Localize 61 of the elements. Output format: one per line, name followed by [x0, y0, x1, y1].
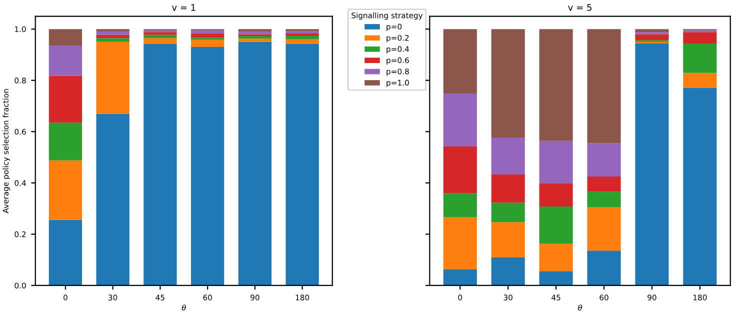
- bar: [48, 220, 82, 286]
- bar: [635, 34, 669, 40]
- bar: [443, 193, 477, 218]
- bar: [96, 42, 130, 114]
- bar: [144, 34, 177, 38]
- chart-title: v = 1: [172, 4, 196, 11]
- bar: [683, 32, 717, 44]
- bar: [443, 29, 477, 94]
- bar: [587, 192, 621, 208]
- bar: [286, 44, 319, 286]
- chart-title: v = 5: [568, 4, 592, 11]
- bar: [683, 88, 717, 286]
- bar: [286, 39, 319, 44]
- bar: [587, 176, 621, 192]
- bar: [286, 33, 319, 36]
- bar: [96, 32, 130, 35]
- bar: [144, 32, 177, 35]
- bar: [190, 40, 224, 48]
- bar: [286, 36, 319, 40]
- bar: [443, 93, 477, 147]
- bar: [491, 138, 525, 174]
- bar: [491, 29, 525, 138]
- bar: [48, 122, 82, 160]
- bar: [539, 140, 573, 184]
- bar: [539, 244, 573, 272]
- bar: [683, 72, 717, 88]
- bar: [190, 47, 224, 286]
- bar: [96, 29, 130, 32]
- bar: [539, 29, 573, 141]
- bar: [539, 271, 573, 286]
- bar: [587, 143, 621, 176]
- bar: [144, 38, 177, 44]
- bar: [238, 42, 272, 286]
- bar: [443, 146, 477, 194]
- bar: [491, 174, 525, 203]
- bar: [443, 217, 477, 270]
- bar: [587, 29, 621, 144]
- bar: [238, 29, 272, 32]
- bar: [587, 250, 621, 286]
- bar: [683, 43, 717, 73]
- bar: [48, 160, 82, 220]
- bar: [539, 206, 573, 244]
- bar: [190, 33, 224, 38]
- bar: [48, 76, 82, 123]
- bar: [491, 258, 525, 286]
- bar: [539, 183, 573, 206]
- bar: [491, 202, 525, 222]
- bar: [443, 270, 477, 286]
- bar: [238, 36, 272, 39]
- bar: [96, 34, 130, 38]
- bar: [96, 38, 130, 42]
- bar: [491, 222, 525, 258]
- bar: [48, 46, 82, 76]
- bar: [587, 207, 621, 251]
- bar: [96, 114, 130, 286]
- bar: [635, 29, 669, 32]
- bar: [48, 29, 82, 46]
- bar: [238, 32, 272, 34]
- bar: [144, 44, 177, 286]
- bar: [635, 43, 669, 286]
- bar: [238, 38, 272, 42]
